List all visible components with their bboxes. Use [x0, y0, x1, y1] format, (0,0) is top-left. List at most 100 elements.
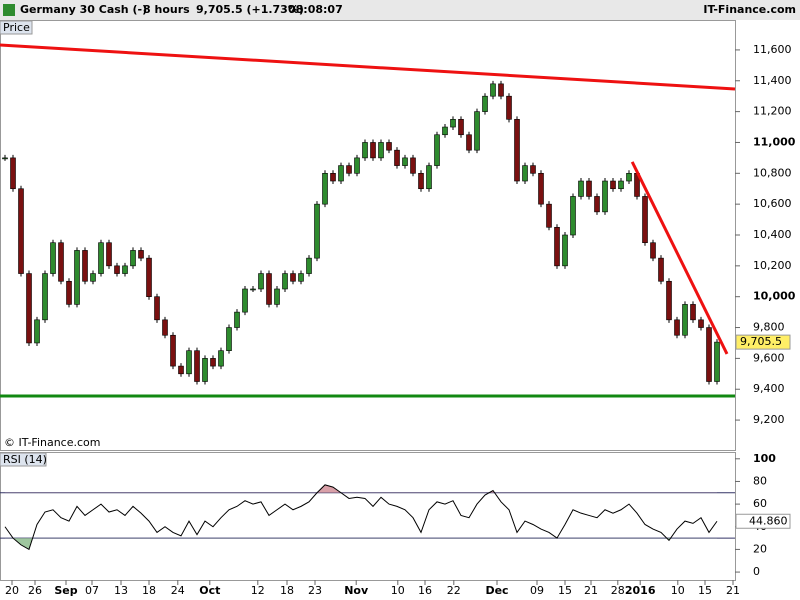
candle	[690, 304, 696, 321]
candle	[274, 288, 280, 305]
candle	[90, 273, 96, 282]
x-tick-label: 23	[308, 584, 322, 597]
rsi-tag-label: 44.860	[749, 514, 788, 527]
candle	[242, 288, 248, 313]
x-tick-label: 12	[251, 584, 265, 597]
candle	[394, 149, 400, 166]
rsi-overbought	[5, 484, 717, 493]
candle	[538, 173, 544, 205]
candle	[66, 280, 72, 305]
y-tick-label: 9,400	[753, 382, 785, 395]
candle	[234, 311, 240, 328]
candle	[58, 242, 64, 282]
candle	[418, 173, 424, 190]
candle	[370, 142, 376, 159]
candle	[330, 173, 336, 182]
x-tick-label: Nov	[344, 584, 369, 597]
y-tick-label: 10,800	[753, 166, 792, 179]
x-tick-label: 21	[584, 584, 598, 597]
x-tick-label: 28	[611, 584, 625, 597]
y-tick-label: 9,200	[753, 413, 785, 426]
candle	[506, 95, 512, 120]
candle	[610, 180, 616, 190]
candle	[682, 304, 688, 336]
candle	[250, 288, 256, 291]
candle	[594, 196, 600, 213]
candle	[482, 95, 488, 112]
candle	[298, 273, 304, 282]
candle	[674, 319, 680, 336]
candle	[570, 196, 576, 236]
candle	[10, 157, 16, 190]
candle	[626, 173, 632, 182]
y-tick-label: 11,200	[753, 105, 792, 118]
candle	[154, 296, 160, 321]
candle	[386, 142, 392, 151]
x-tick-label: 21	[726, 584, 740, 597]
x-tick-label: 24	[171, 584, 185, 597]
candle	[362, 142, 368, 159]
interval: 8 hours	[143, 3, 190, 16]
candle	[618, 180, 624, 190]
price-panel	[0, 20, 736, 451]
candle	[714, 341, 720, 382]
candle	[162, 319, 168, 336]
x-tick-label: 26	[28, 584, 42, 597]
candle	[314, 203, 320, 259]
candle	[170, 334, 176, 367]
x-tick-label: 10	[671, 584, 685, 597]
price-panel-title: Price	[3, 21, 30, 34]
candle	[2, 157, 8, 160]
y-tick-label: 80	[753, 474, 767, 487]
candle	[466, 134, 472, 151]
candle	[98, 242, 104, 274]
candle	[226, 327, 232, 351]
candle	[290, 273, 296, 282]
candle	[602, 180, 608, 213]
y-tick-label: 9,600	[753, 351, 785, 364]
x-tick-label: Dec	[485, 584, 508, 597]
candle	[322, 173, 328, 205]
candle	[402, 157, 408, 166]
x-tick-label: 2016	[625, 584, 656, 597]
candle	[306, 257, 312, 274]
candle	[434, 134, 440, 166]
trendline	[0, 43, 736, 91]
instrument: Germany 30 Cash (-)	[20, 3, 147, 16]
candle	[178, 365, 184, 375]
y-tick-label: 10,600	[753, 197, 792, 210]
candle	[106, 242, 112, 267]
y-tick-label: 9,800	[753, 321, 785, 334]
candle	[346, 165, 352, 174]
x-tick-label: 16	[418, 584, 432, 597]
candle	[586, 180, 592, 197]
credit: © IT-Finance.com	[4, 436, 101, 449]
candle	[194, 350, 200, 382]
candle	[490, 83, 496, 97]
y-tick-label: 11,600	[753, 43, 792, 56]
x-tick-label: 10	[391, 584, 405, 597]
candle	[450, 119, 456, 128]
candle	[666, 280, 672, 321]
candle	[82, 250, 88, 282]
x-tick-label: Sep	[54, 584, 77, 597]
candle	[338, 165, 344, 182]
candle	[130, 250, 136, 267]
candle	[26, 273, 32, 344]
candle	[658, 257, 664, 282]
y-tick-label: 20	[753, 542, 767, 555]
candle	[498, 83, 504, 97]
y-tick-label: 60	[753, 497, 767, 510]
panel-tag	[0, 452, 47, 467]
x-tick-label: 09	[530, 584, 544, 597]
candle	[458, 119, 464, 136]
candle	[74, 250, 80, 305]
candle	[546, 203, 552, 228]
quote: 9,705.5 (+1.73%)	[196, 3, 304, 16]
candle	[210, 358, 216, 367]
candle	[258, 273, 264, 290]
rsi-line	[4, 484, 718, 551]
brand: IT-Finance.com	[703, 3, 796, 16]
x-tick-label: 15	[698, 584, 712, 597]
candle	[34, 319, 40, 344]
